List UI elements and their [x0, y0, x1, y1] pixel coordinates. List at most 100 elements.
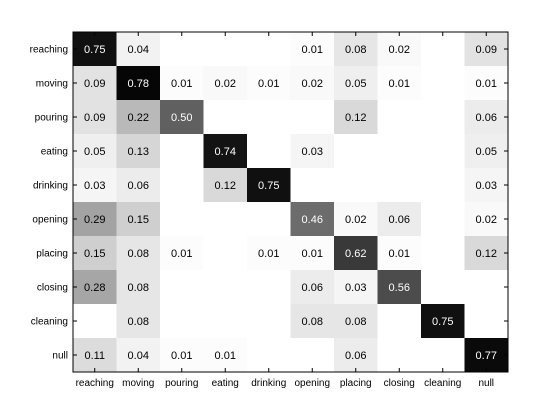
heatmap-cell: [464, 32, 509, 67]
cell-value-label: 0.78: [128, 78, 149, 90]
heatmap-cell: [421, 32, 465, 67]
cell-value-label: 0.46: [302, 214, 323, 226]
cell-value-label: 0.62: [345, 248, 366, 260]
x-tick-label: pouring: [165, 378, 198, 389]
y-tick-label: null: [52, 351, 68, 362]
cell-value-label: 0.09: [84, 112, 105, 124]
cell-value-label: 0.08: [302, 316, 323, 328]
heatmap-cell: [203, 100, 248, 135]
cell-value-label: 0.01: [171, 78, 192, 90]
cell-value-labels: 0.75 0.04 0.01 0.08 0.02 0.09 0.09 0.78 0.01 0.02…: [84, 44, 497, 362]
heatmap-cell: [73, 270, 117, 305]
cell-value-label: 0.28: [84, 282, 105, 294]
cell-value-label: 0.09: [84, 78, 105, 90]
heatmap-cell: [247, 202, 291, 237]
cell-value-label: 0.06: [302, 282, 323, 294]
cell-value-label: 0.03: [84, 180, 105, 192]
x-tick-label: cleaning: [424, 378, 461, 389]
heatmap-cell: [464, 168, 509, 203]
cell-value-label: 0.03: [302, 146, 323, 158]
heatmap-cell: [247, 168, 291, 203]
heatmap-cell: [290, 236, 335, 271]
cell-value-label: 0.02: [345, 214, 366, 226]
heatmap-cell: [290, 134, 335, 169]
heatmap-cell: [464, 338, 509, 373]
heatmap-cell: [203, 304, 248, 339]
heatmap-cell: [247, 270, 291, 305]
cell-value-label: 0.15: [128, 214, 149, 226]
heatmap-cell: [377, 202, 422, 237]
heatmap-cell: [464, 66, 509, 101]
y-tick-label: closing: [37, 283, 68, 294]
x-tick-label: reaching: [76, 378, 114, 389]
cell-value-label: 0.77: [476, 350, 497, 362]
heatmap-cells: [73, 32, 509, 373]
heatmap-cell: [290, 202, 335, 237]
cell-value-label: 0.05: [84, 146, 105, 158]
cell-value-label: 0.04: [128, 44, 149, 56]
heatmap-cell: [377, 100, 422, 135]
heatmap-cell: [377, 66, 422, 101]
heatmap-cell: [116, 304, 161, 339]
cell-value-label: 0.08: [345, 44, 366, 56]
y-tick-label: reaching: [30, 45, 68, 56]
y-tick-label: pouring: [35, 113, 68, 124]
cell-value-label: 0.06: [345, 350, 366, 362]
heatmap-cell: [247, 236, 291, 271]
heatmap-cell: [247, 32, 291, 67]
cell-value-label: 0.06: [128, 180, 149, 192]
heatmap-cell: [421, 202, 465, 237]
cell-value-label: 0.02: [302, 78, 323, 90]
cell-value-label: 0.56: [389, 282, 410, 294]
cell-value-label: 0.75: [258, 180, 279, 192]
heatmap-cell: [247, 338, 291, 373]
heatmap-cell: [464, 236, 509, 271]
cell-value-label: 0.08: [128, 316, 149, 328]
y-tick-label: placing: [36, 249, 68, 260]
heatmap-cell: [334, 66, 378, 101]
heatmap-cell: [203, 134, 248, 169]
y-tick-label: moving: [36, 79, 68, 90]
heatmap-cell: [73, 32, 117, 67]
cell-value-label: 0.29: [84, 214, 105, 226]
cell-value-label: 0.02: [389, 44, 410, 56]
heatmap-cell: [290, 32, 335, 67]
x-tick-label: opening: [294, 378, 330, 389]
heatmap-cell: [464, 100, 509, 135]
heatmap-cell: [290, 100, 335, 135]
heatmap-cell: [116, 270, 161, 305]
x-tick-label: placing: [340, 378, 372, 389]
heatmap-cell: [334, 338, 378, 373]
heatmap-cell: [160, 304, 204, 339]
heatmap-cell: [160, 270, 204, 305]
cell-value-label: 0.01: [389, 248, 410, 260]
y-tick-label: opening: [32, 215, 68, 226]
heatmap-cell: [421, 66, 465, 101]
cell-value-label: 0.06: [476, 112, 497, 124]
x-tick-labels: reaching moving pouring eating drinking openi…: [76, 378, 494, 389]
heatmap-cell: [290, 66, 335, 101]
heatmap-cell: [290, 168, 335, 203]
heatmap-cell: [334, 270, 378, 305]
heatmap-cell: [116, 338, 161, 373]
cell-value-label: 0.01: [302, 248, 323, 260]
heatmap-cell: [421, 338, 465, 373]
heatmap-cell: [464, 270, 509, 305]
y-tick-labels: reaching moving pouring eating drinking openi…: [30, 45, 68, 362]
cell-value-label: 0.08: [128, 248, 149, 260]
heatmap-cell: [203, 32, 248, 67]
heatmap-cell: [73, 134, 117, 169]
heatmap-cell: [73, 66, 117, 101]
heatmap-cell: [421, 236, 465, 271]
heatmap-cell: [116, 32, 161, 67]
cell-value-label: 0.06: [389, 214, 410, 226]
heatmap-cell: [73, 236, 117, 271]
heatmap-cell: [203, 168, 248, 203]
heatmap-cell: [421, 270, 465, 305]
cell-value-label: 0.03: [345, 282, 366, 294]
heatmap-cell: [203, 338, 248, 373]
heatmap-cell: [160, 66, 204, 101]
cell-value-label: 0.05: [476, 146, 497, 158]
cell-value-label: 0.15: [84, 248, 105, 260]
heatmap-cell: [160, 32, 204, 67]
